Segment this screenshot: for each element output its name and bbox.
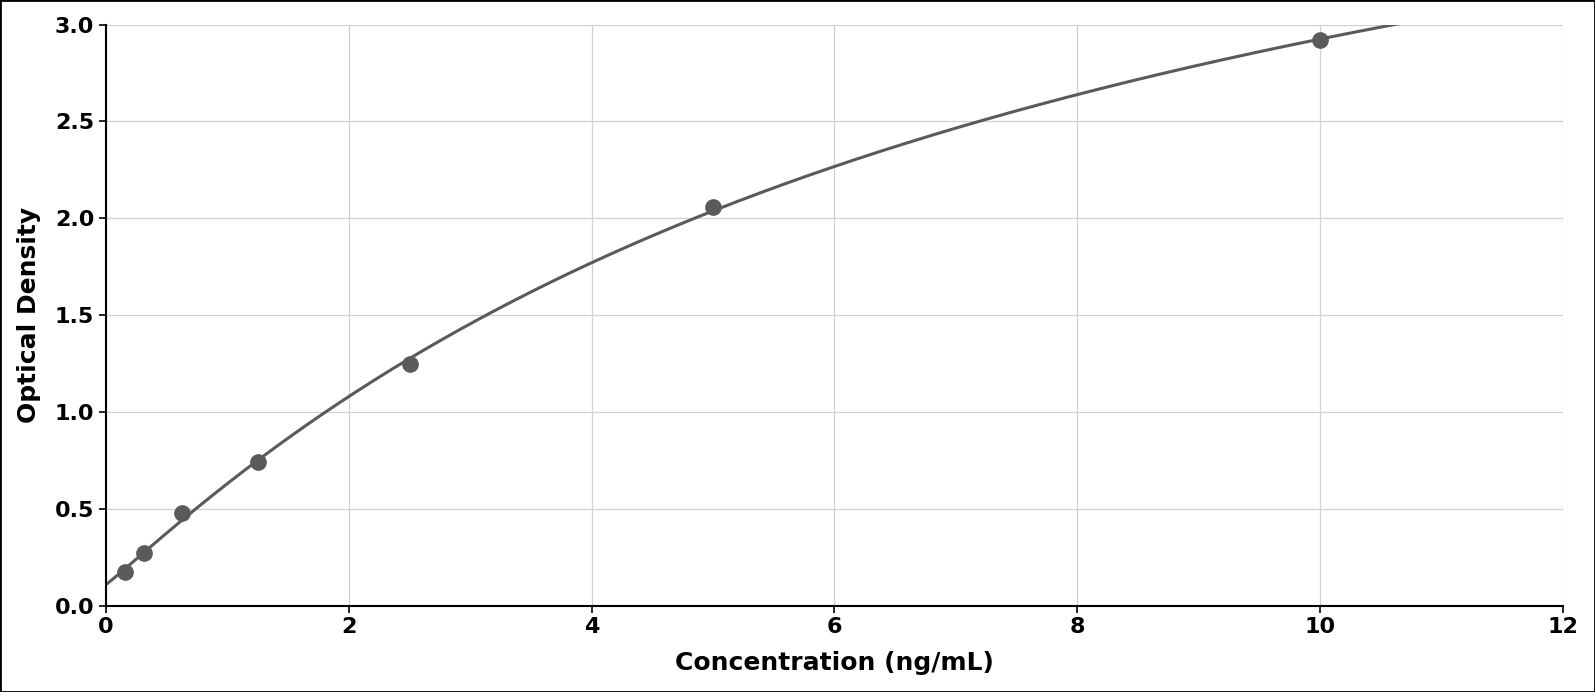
- Point: [112, 566, 137, 577]
- Point: [397, 358, 423, 369]
- Point: [700, 201, 726, 212]
- Point: [169, 507, 195, 518]
- Point: [246, 457, 271, 468]
- Point: [131, 548, 156, 559]
- Y-axis label: Optical Density: Optical Density: [16, 207, 40, 424]
- Point: [1308, 35, 1333, 46]
- X-axis label: Concentration (ng/mL): Concentration (ng/mL): [675, 651, 994, 675]
